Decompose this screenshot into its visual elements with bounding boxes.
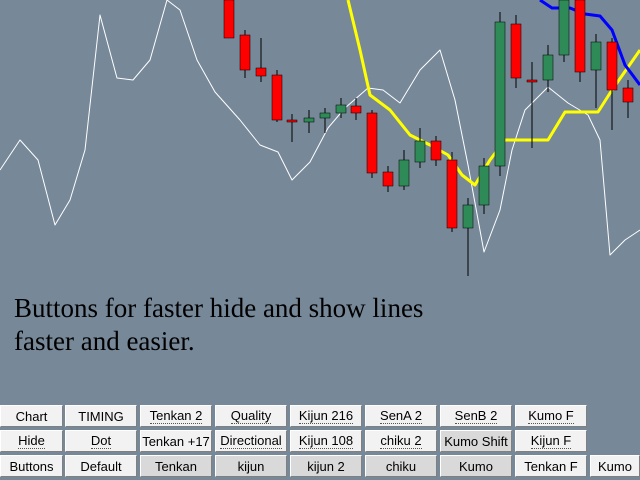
kumo-button[interactable]: Kumo bbox=[440, 455, 512, 477]
kijun-path bbox=[346, 0, 640, 187]
default-button[interactable]: Default bbox=[65, 455, 137, 477]
tenkan-2-button[interactable]: Tenkan 2 bbox=[140, 405, 212, 427]
chikou-path bbox=[0, 0, 640, 256]
kijun-button[interactable]: kijun bbox=[215, 455, 287, 477]
tenkan-plus-17-button[interactable]: Tenkan +17 bbox=[140, 430, 212, 452]
kijun-216-button[interactable]: Kijun 216 bbox=[290, 405, 362, 427]
candle-body bbox=[239, 34, 251, 71]
candle-body bbox=[606, 41, 618, 91]
candlesticks bbox=[223, 0, 634, 276]
dot-button[interactable]: Dot bbox=[65, 430, 137, 452]
senb-2-button[interactable]: SenB 2 bbox=[440, 405, 512, 427]
kijun-2-button[interactable]: kijun 2 bbox=[290, 455, 362, 477]
kijun-line bbox=[346, 0, 640, 187]
candle-body bbox=[366, 112, 378, 174]
chiku-2-button[interactable]: chiku 2 bbox=[365, 430, 437, 452]
candle-body bbox=[255, 67, 267, 77]
price-chart bbox=[0, 0, 640, 276]
candle-body bbox=[303, 117, 315, 123]
candle-body bbox=[286, 119, 298, 123]
blue-line bbox=[539, 0, 640, 86]
hide-button[interactable]: Hide bbox=[0, 430, 63, 452]
tenkan-f-button[interactable]: Tenkan F bbox=[515, 455, 587, 477]
candle-body bbox=[494, 21, 506, 167]
kumo-button-2[interactable]: Kumo bbox=[590, 455, 640, 477]
kijun-108-button[interactable]: Kijun 108 bbox=[290, 430, 362, 452]
chart-button[interactable]: Chart bbox=[0, 405, 63, 427]
candle-body bbox=[478, 165, 490, 206]
candle-body bbox=[271, 74, 283, 121]
candle-body bbox=[430, 140, 442, 161]
candle-body bbox=[414, 140, 426, 163]
candle-body bbox=[350, 105, 362, 114]
kijun-f-button[interactable]: Kijun F bbox=[515, 430, 587, 452]
buttons-button[interactable]: Buttons bbox=[0, 455, 63, 477]
candle-body bbox=[510, 23, 522, 79]
candle-body bbox=[319, 112, 331, 119]
timing-button[interactable]: TIMING bbox=[65, 405, 137, 427]
candle-body bbox=[574, 0, 586, 73]
tenkan-button[interactable]: Tenkan bbox=[140, 455, 212, 477]
caption-line-1: Buttons for faster hide and show lines bbox=[14, 293, 424, 323]
sena-2-button[interactable]: SenA 2 bbox=[365, 405, 437, 427]
candle-body bbox=[446, 159, 458, 229]
candle-body bbox=[462, 204, 474, 229]
caption-line-2: faster and easier. bbox=[14, 326, 195, 356]
caption-text: Buttons for faster hide and show lines f… bbox=[14, 292, 423, 358]
candle-body bbox=[382, 171, 394, 187]
candle-body bbox=[335, 104, 347, 114]
candle-body bbox=[223, 0, 235, 39]
blue-path bbox=[539, 0, 640, 86]
candle-body bbox=[398, 159, 410, 187]
quality-button[interactable]: Quality bbox=[215, 405, 287, 427]
candle-body bbox=[542, 54, 554, 81]
chikou-line bbox=[0, 0, 640, 256]
candle-body bbox=[526, 79, 538, 83]
kumo-f-button[interactable]: Kumo F bbox=[515, 405, 587, 427]
directional-button[interactable]: Directional bbox=[215, 430, 287, 452]
kumo-shift-button[interactable]: Kumo Shift bbox=[440, 430, 512, 452]
chiku-button[interactable]: chiku bbox=[365, 455, 437, 477]
candle-body bbox=[622, 87, 634, 103]
candle-body bbox=[558, 0, 570, 56]
candle-body bbox=[590, 41, 602, 71]
